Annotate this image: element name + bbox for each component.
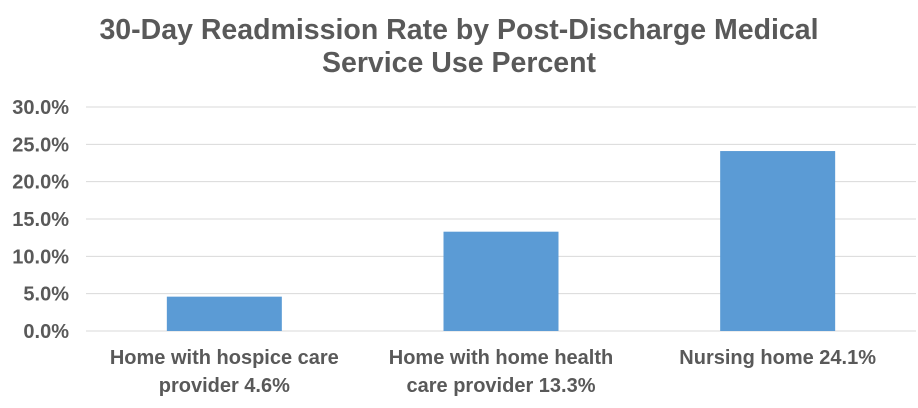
y-tick-label: 10.0% <box>12 246 69 268</box>
chart-title-line-1: 30-Day Readmission Rate by Post-Discharg… <box>99 14 819 46</box>
x-category-label-line: care provider 13.3% <box>407 375 596 397</box>
y-axis-tick-labels: 0.0% 5.0% 10.0% 15.0% 20.0% 25.0% 30.0% <box>12 97 69 343</box>
x-category-label: Home with home health care provider 13.3% <box>389 347 613 397</box>
y-tick-label: 20.0% <box>12 172 69 194</box>
chart-title-line-2: Service Use Percent <box>321 47 597 79</box>
y-tick-label: 5.0% <box>23 284 69 306</box>
x-category-label-line: Home with home health <box>389 347 613 369</box>
bar <box>720 151 836 331</box>
chart-title: 30-Day Readmission Rate by Post-Discharg… <box>0 14 918 80</box>
y-tick-label: 25.0% <box>12 134 69 156</box>
x-axis-category-labels: Home with hospice care provider 4.6%Home … <box>110 347 876 397</box>
y-tick-label: 0.0% <box>23 321 69 343</box>
y-tick-label: 15.0% <box>12 209 69 231</box>
bar <box>443 231 559 331</box>
y-tick-label: 30.0% <box>12 97 69 119</box>
x-category-label-line: Home with hospice care <box>110 347 339 369</box>
x-category-label-line: provider 4.6% <box>159 375 290 397</box>
x-category-label-line: Nursing home 24.1% <box>679 347 876 369</box>
bars <box>166 151 836 331</box>
x-category-label: Home with hospice care provider 4.6% <box>110 347 339 397</box>
bar <box>166 296 282 331</box>
x-category-label: Nursing home 24.1% <box>679 347 876 369</box>
